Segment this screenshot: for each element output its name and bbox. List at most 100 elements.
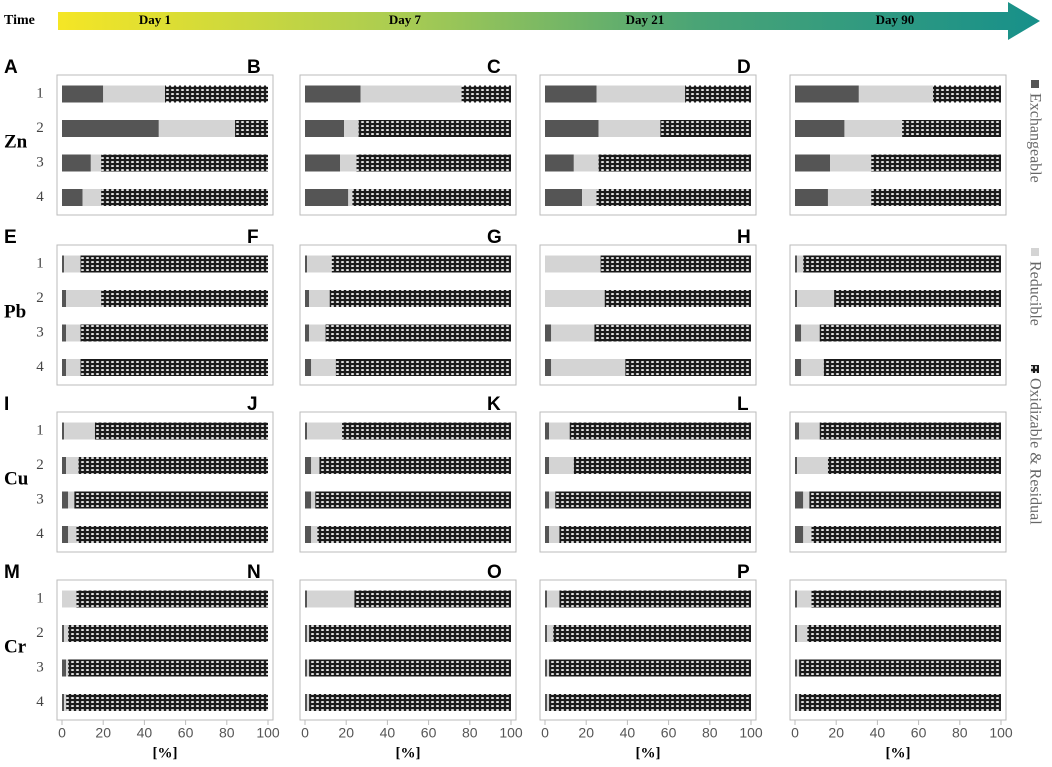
bar-segment <box>811 590 1001 608</box>
x-tick-label: 60 <box>421 725 437 741</box>
bar-segment <box>307 694 310 711</box>
bar-segment <box>545 255 601 273</box>
category-label: 4 <box>36 189 44 205</box>
bar-segment <box>799 694 1001 711</box>
bar-segment <box>545 359 552 376</box>
bar-segment <box>305 359 312 376</box>
category-label: 3 <box>36 324 44 340</box>
panel-letter: L <box>737 394 749 415</box>
bar-segment <box>305 659 308 677</box>
bar-segment <box>547 659 550 677</box>
bar-segment <box>795 625 798 642</box>
bar-segment <box>795 290 798 307</box>
bar-segment <box>64 625 69 642</box>
bar-segment <box>309 694 511 711</box>
category-label: 1 <box>36 590 44 606</box>
bar-segment <box>549 694 751 711</box>
panel-letter: G <box>487 227 502 248</box>
bar-segment <box>545 625 548 642</box>
bar-segment <box>62 324 67 342</box>
bar-segment <box>547 625 554 642</box>
bar-segment <box>827 189 872 206</box>
bar-segment <box>795 189 828 206</box>
bar-segment <box>62 359 67 376</box>
bar-segment <box>311 359 336 376</box>
panel-letter: F <box>247 227 259 248</box>
x-tick-label: 0 <box>541 725 549 741</box>
bar-segment <box>795 359 802 376</box>
bar-segment <box>311 526 318 543</box>
bar-segment <box>64 422 95 440</box>
bar-segment <box>545 324 552 342</box>
bar-segment <box>76 590 268 608</box>
bar-segment <box>309 290 330 307</box>
category-label: 3 <box>36 491 44 507</box>
bar-segment <box>80 255 268 273</box>
bar-segment <box>329 290 511 307</box>
timeline-stage: Day 21 <box>626 12 665 27</box>
bar-segment <box>596 85 686 103</box>
bar-segment <box>551 359 626 376</box>
bar-segment <box>823 359 1001 376</box>
bar-segment <box>807 625 1001 642</box>
bar-segment <box>66 324 81 342</box>
x-tick-label: 60 <box>661 725 677 741</box>
bar-segment <box>545 694 548 711</box>
x-tick-label: 60 <box>178 725 194 741</box>
bar-segment <box>799 422 820 440</box>
bar-segment <box>797 290 835 307</box>
bar-segment <box>795 255 798 273</box>
bar-segment <box>795 324 802 342</box>
x-axis-label: [%] <box>153 745 178 761</box>
bar-segment <box>94 422 269 440</box>
bar-segment <box>354 590 511 608</box>
category-label: 2 <box>36 457 44 473</box>
bar-segment <box>305 154 341 172</box>
bar-segment <box>335 359 511 376</box>
x-tick-label: 80 <box>952 725 968 741</box>
panel-letter: A <box>4 57 18 78</box>
bar-segment <box>795 120 845 137</box>
metal-label: Pb <box>4 301 26 322</box>
bar-segment <box>307 255 332 273</box>
bar-segment <box>545 154 574 172</box>
bar-segment <box>795 694 798 711</box>
x-tick-label: 0 <box>58 725 66 741</box>
bar-segment <box>305 290 310 307</box>
bar-segment <box>305 255 308 273</box>
bar-segment <box>305 120 345 137</box>
bar-segment <box>598 120 661 137</box>
bar-segment <box>62 457 67 474</box>
bar-segment <box>569 422 751 440</box>
bar-segment <box>573 154 599 172</box>
x-tick-label: 100 <box>256 725 280 741</box>
panel-frame <box>56 411 274 553</box>
bar-segment <box>340 154 357 172</box>
timeline-label: Time <box>4 13 35 28</box>
category-label: 3 <box>36 154 44 170</box>
bar-segment <box>62 526 69 543</box>
bar-segment <box>902 120 1001 137</box>
bar-segment <box>600 255 751 273</box>
x-tick-label: 40 <box>137 725 153 741</box>
category-label: 2 <box>36 625 44 641</box>
bar-segment <box>795 154 831 172</box>
bar-segment <box>795 457 798 474</box>
bar-segment <box>62 659 67 677</box>
bar-segment <box>62 290 67 307</box>
legend-swatch <box>1031 80 1039 88</box>
bar-segment <box>62 120 159 137</box>
category-label: 4 <box>36 526 44 542</box>
bar-segment <box>553 625 751 642</box>
timeline-arrow <box>58 2 1040 40</box>
panel-frame <box>539 244 757 386</box>
bar-segment <box>795 659 798 677</box>
x-tick-label: 0 <box>791 725 799 741</box>
panel-letter: B <box>247 57 261 78</box>
panel-frame <box>539 411 757 553</box>
bar-segment <box>348 189 353 206</box>
metal-label: Cr <box>4 636 27 657</box>
bar-segment <box>66 659 69 677</box>
bar-segment <box>66 457 79 474</box>
bar-segment <box>90 154 102 172</box>
